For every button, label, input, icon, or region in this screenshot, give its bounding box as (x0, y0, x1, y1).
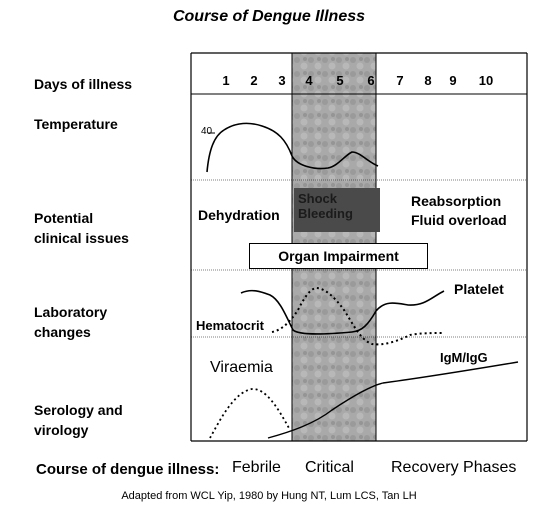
shock-bleeding-box: Shock Bleeding (294, 188, 380, 232)
igm-igg-curve (267, 361, 519, 439)
day-number: 6 (367, 73, 375, 88)
source-credit: Adapted from WCL Yip, 1980 by Hung NT, L… (121, 490, 417, 502)
day-number: 3 (278, 73, 286, 88)
row-label-temperature: Temperature (34, 116, 118, 132)
row-label-lab-2: changes (34, 324, 91, 340)
day-number: 8 (424, 73, 432, 88)
viraemia-label: Viraemia (210, 359, 273, 376)
phase-critical: Critical (305, 459, 354, 476)
fluid-overload-label: Fluid overload (411, 212, 507, 228)
phase-recovery: Recovery Phases (391, 459, 517, 476)
temperature-tick-label: 40 (201, 126, 213, 137)
shock-label: Shock (298, 191, 338, 206)
day-number: 5 (336, 73, 344, 88)
day-number: 1 (222, 73, 230, 88)
platelet-label: Platelet (454, 281, 504, 297)
day-number: 7 (396, 73, 404, 88)
row-label-days: Days of illness (34, 76, 133, 92)
day-number: 2 (250, 73, 258, 88)
row-label-clinical-1: Potential (34, 210, 94, 226)
dehydration-label: Dehydration (198, 207, 280, 223)
hematocrit-label: Hematocrit (196, 318, 264, 333)
day-number: 4 (305, 73, 313, 88)
phase-caption: Course of dengue illness: (36, 461, 220, 478)
diagram-title: Course of Dengue Illness (172, 8, 366, 25)
phase-febrile: Febrile (232, 459, 281, 476)
platelet-curve (240, 289, 445, 335)
igm-igg-label: IgM/IgG (440, 350, 488, 365)
temperature-curve (206, 122, 379, 173)
row-label-clinical-2: clinical issues (34, 230, 129, 246)
hematocrit-curve (271, 286, 445, 346)
row-label-serology-1: Serology and (34, 402, 123, 418)
row-label-lab-1: Laboratory (34, 304, 108, 320)
reabsorption-label: Reabsorption (411, 193, 502, 209)
bleeding-label: Bleeding (298, 206, 353, 221)
day-number: 9 (449, 73, 457, 88)
organ-impairment-box: Organ Impairment (249, 243, 428, 269)
viraemia-curve (209, 388, 291, 439)
day-number: 10 (478, 73, 494, 88)
row-label-serology-2: virology (34, 422, 89, 438)
